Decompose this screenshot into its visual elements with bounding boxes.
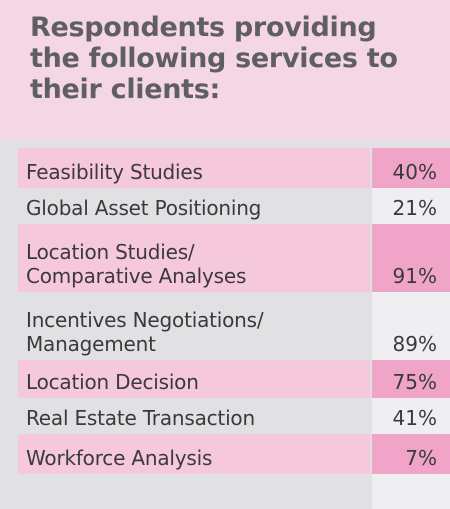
service-label-cell: Real Estate Transaction — [18, 398, 370, 434]
service-label-cell: Location Decision — [18, 360, 370, 398]
services-table: Feasibility Studies 40% Global Asset Posit… — [18, 148, 450, 509]
table-row: Location Decision 75% — [18, 360, 450, 398]
percentage-cell: 75% — [372, 360, 450, 398]
service-label: Real Estate Transaction — [26, 406, 255, 430]
percentage-value: 41% — [392, 406, 437, 430]
percentage-value: 40% — [392, 160, 437, 184]
service-label: Incentives Negotiations/ Management — [26, 308, 264, 356]
percentage-cell: 7% — [372, 434, 450, 474]
percentage-cell: 89% — [372, 292, 450, 360]
service-label-cell: Location Studies/ Comparative Analyses — [18, 224, 370, 292]
service-label-cell: Feasibility Studies — [18, 148, 370, 188]
chart-title: Respondents providing the following serv… — [30, 12, 398, 105]
service-label-cell: Workforce Analysis — [18, 434, 370, 474]
service-label: Global Asset Positioning — [26, 196, 262, 220]
service-label: Location Studies/ Comparative Analyses — [26, 240, 247, 288]
percentage-cell: 40% — [372, 148, 450, 188]
table-row: Real Estate Transaction 41% — [18, 398, 450, 434]
table-row: Global Asset Positioning 21% — [18, 188, 450, 224]
percentage-value: 7% — [405, 446, 437, 470]
table-row: Location Studies/ Comparative Analyses 91… — [18, 224, 450, 292]
percentage-value: 89% — [392, 332, 437, 356]
percentage-cell: 21% — [372, 188, 450, 224]
table-row: Feasibility Studies 40% — [18, 148, 450, 188]
table-row: Incentives Negotiations/ Management 89% — [18, 292, 450, 360]
service-label: Feasibility Studies — [26, 160, 203, 184]
service-label-cell: Global Asset Positioning — [18, 188, 370, 224]
percentage-value: 21% — [392, 196, 437, 220]
percentage-cell: 41% — [372, 398, 450, 434]
percentage-value: 75% — [392, 370, 437, 394]
percentage-value: 91% — [392, 264, 437, 288]
service-label-cell: Incentives Negotiations/ Management — [18, 292, 370, 360]
service-label: Location Decision — [26, 370, 199, 394]
service-label: Workforce Analysis — [26, 446, 213, 470]
table-row: Workforce Analysis 7% — [18, 434, 450, 474]
percentage-cell: 91% — [372, 224, 450, 292]
title-band — [0, 0, 450, 140]
